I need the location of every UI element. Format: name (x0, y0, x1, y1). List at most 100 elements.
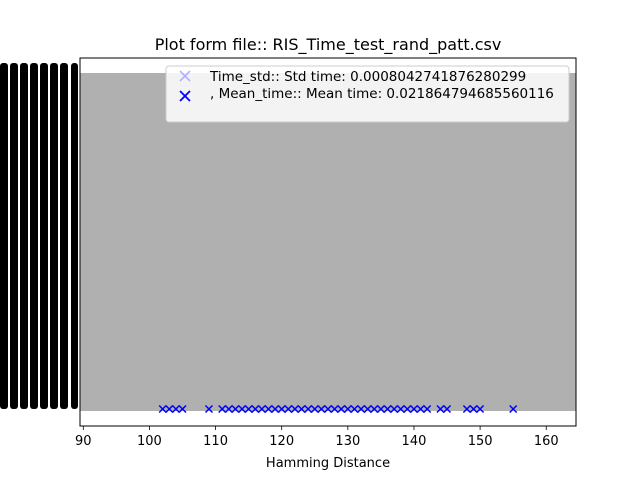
std-point (529, 170, 537, 178)
std-point (172, 368, 180, 376)
std-point (516, 284, 524, 292)
x-tick-label: 160 (534, 434, 559, 449)
std-point (291, 134, 299, 142)
std-point (264, 314, 273, 322)
std-point (529, 332, 537, 340)
std-point (542, 284, 550, 292)
std-point (331, 140, 339, 148)
std-point (132, 398, 140, 406)
std-point (463, 140, 471, 148)
std-point (238, 236, 246, 244)
std-point (357, 152, 365, 160)
std-point (476, 176, 484, 184)
std-point (291, 380, 299, 388)
std-point (145, 272, 153, 280)
std-point (344, 140, 352, 148)
std-point (542, 170, 550, 178)
std-point (291, 182, 299, 190)
std-point (317, 326, 325, 334)
std-point (278, 194, 286, 202)
std-point (344, 284, 352, 292)
std-point (172, 272, 180, 280)
std-point (357, 350, 365, 358)
std-point (79, 302, 87, 310)
std-point (503, 320, 511, 328)
std-point (198, 254, 206, 262)
std-point (436, 188, 444, 196)
std-point (423, 362, 431, 370)
std-point (225, 260, 233, 268)
std-point (185, 314, 193, 322)
std-point (278, 362, 286, 370)
std-point (423, 398, 431, 406)
std-point (569, 332, 577, 340)
std-point (542, 368, 550, 376)
std-point (489, 170, 497, 178)
std-point (304, 218, 312, 226)
std-point (278, 122, 286, 130)
std-point (317, 368, 325, 376)
std-point (344, 230, 352, 238)
std-point (172, 200, 180, 208)
std-point (344, 218, 352, 226)
std-point (112, 176, 120, 184)
std-point (503, 266, 511, 274)
std-point (112, 110, 120, 118)
std-point (410, 248, 418, 256)
std-point (145, 350, 153, 358)
std-point (370, 170, 378, 178)
std-point (476, 218, 484, 226)
std-point (555, 302, 563, 310)
mean-point (178, 404, 187, 414)
std-point (516, 338, 524, 346)
std-point (463, 170, 471, 178)
std-point (357, 380, 365, 388)
std-point (264, 386, 273, 394)
std-point (112, 260, 120, 268)
std-point (172, 170, 180, 178)
std-point (436, 338, 444, 346)
std-point (529, 260, 537, 268)
std-point (516, 344, 524, 352)
std-point (317, 152, 325, 160)
std-point (159, 152, 167, 160)
std-point (423, 182, 431, 190)
std-point (450, 158, 458, 166)
std-point (383, 266, 392, 274)
std-point (159, 140, 167, 148)
std-point (304, 242, 312, 250)
std-point (450, 212, 458, 220)
std-point (93, 74, 101, 82)
std-point (370, 248, 378, 256)
overlapping-tick-label-column (30, 63, 38, 409)
std-point (489, 158, 497, 166)
std-point (463, 350, 471, 358)
std-point (397, 350, 405, 358)
std-point (423, 152, 431, 160)
std-point (145, 398, 153, 406)
std-point (569, 338, 577, 346)
std-point (357, 218, 365, 226)
std-point (317, 356, 325, 364)
std-point (238, 344, 246, 352)
std-point (516, 170, 524, 178)
std-point (555, 266, 563, 274)
legend-label-mean: , Mean_time:: Mean time: 0.0218647946855… (210, 86, 554, 102)
std-point (238, 284, 246, 292)
std-point (450, 152, 458, 160)
std-point (238, 146, 246, 154)
std-point (370, 350, 378, 358)
std-point (278, 338, 286, 346)
std-point (331, 332, 339, 340)
std-point (145, 80, 153, 88)
std-point (238, 128, 246, 136)
std-point (344, 194, 352, 202)
std-point (172, 164, 180, 172)
std-point (450, 320, 458, 328)
std-point (93, 116, 101, 124)
std-point (132, 182, 140, 190)
std-point (185, 182, 193, 190)
std-point (112, 188, 120, 196)
std-point (489, 242, 497, 250)
std-point (450, 266, 458, 274)
